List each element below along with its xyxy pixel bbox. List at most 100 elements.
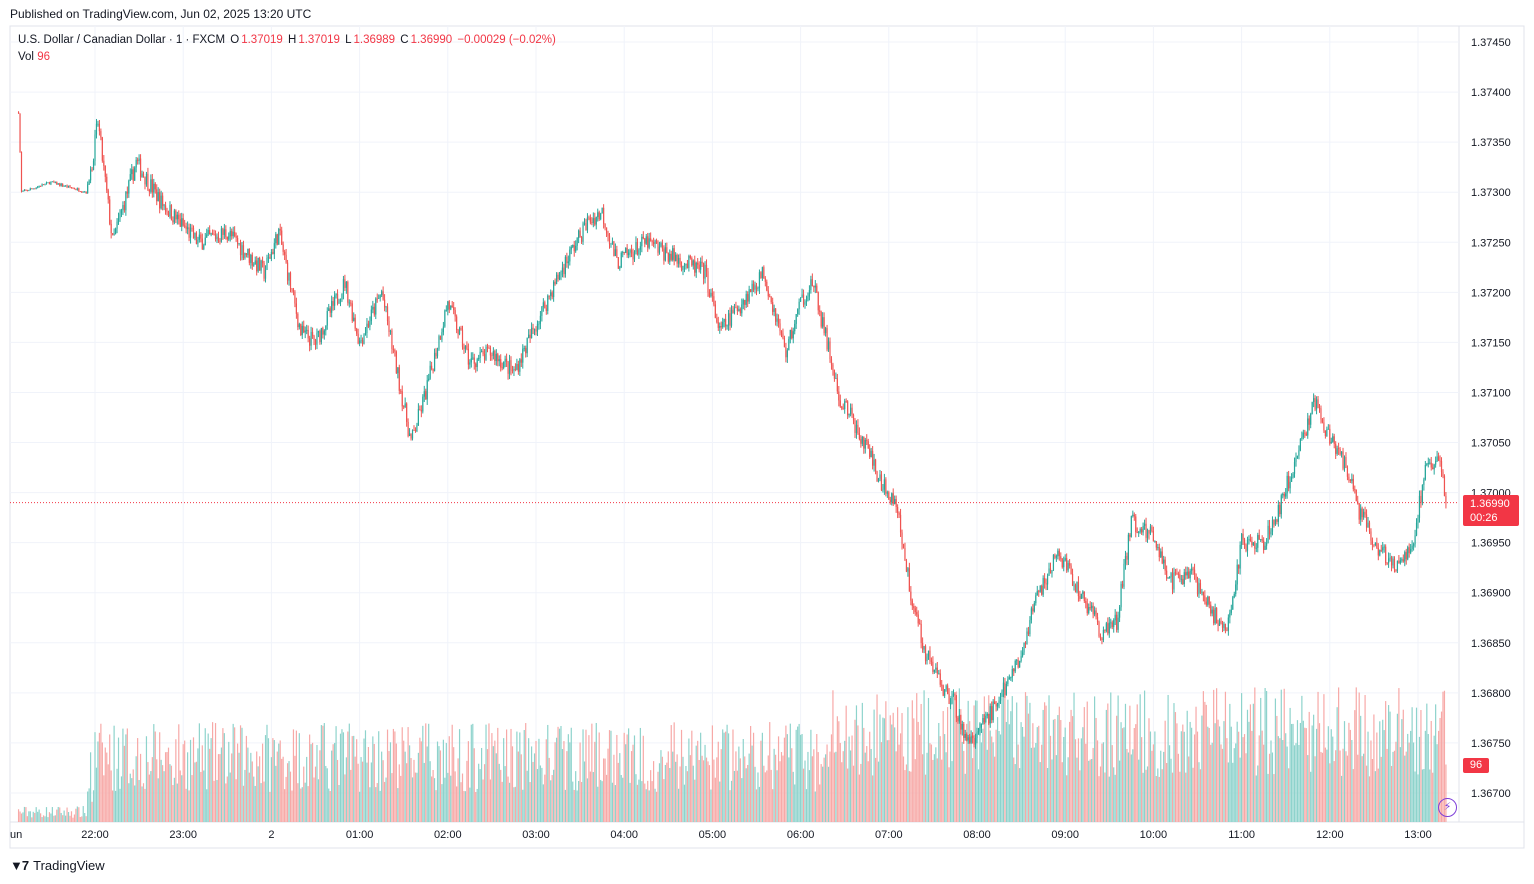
candles[interactable] — [17, 111, 1447, 749]
volume-bar — [989, 730, 991, 822]
volume-bar — [607, 748, 609, 822]
candle-body — [710, 292, 712, 297]
candle-body — [657, 243, 659, 253]
candle-body — [201, 238, 203, 250]
candle-body — [423, 391, 425, 397]
volume-bar — [344, 774, 346, 822]
candle-body — [398, 367, 400, 391]
volume-bar — [1340, 775, 1343, 822]
volume-bar — [51, 807, 53, 822]
volume-bar — [1199, 769, 1202, 822]
candle-body — [610, 243, 612, 245]
volume-bar — [1083, 707, 1085, 822]
volume-bar — [528, 738, 530, 822]
candle-body — [747, 294, 749, 302]
candle-body — [1427, 462, 1429, 465]
candle-body — [977, 731, 980, 733]
volume-bar — [994, 756, 996, 822]
volume-bar — [1138, 759, 1140, 822]
volume-bar — [1358, 692, 1360, 822]
volume-bar — [752, 732, 755, 822]
volume-bar — [526, 770, 528, 822]
tradingview-logo[interactable]: ▼7 TradingView — [10, 858, 105, 873]
candle-body — [751, 283, 753, 292]
volume-bar — [42, 815, 45, 822]
volume-bar — [104, 747, 106, 822]
volume-bar — [1211, 742, 1213, 822]
candle-body — [838, 391, 840, 401]
volume-bar — [1004, 687, 1006, 822]
volume-bar — [1130, 754, 1132, 822]
candle-body — [223, 229, 225, 235]
candle-body — [185, 226, 187, 230]
candle-body — [604, 223, 606, 228]
volume-bar — [613, 754, 615, 822]
candle-body — [1230, 609, 1232, 613]
volume-bar — [1273, 774, 1275, 822]
candle-body — [1163, 559, 1165, 564]
volume-bar — [860, 763, 862, 822]
candle-body — [1321, 419, 1324, 423]
candle-body — [1435, 460, 1437, 465]
volume-bar — [826, 744, 828, 822]
volume-bar — [388, 751, 390, 822]
candle-body — [122, 205, 124, 211]
volume-bar — [307, 786, 309, 822]
volume-bar — [600, 779, 602, 822]
candle-body — [591, 222, 593, 224]
candle-body — [742, 300, 744, 305]
lightning-icon[interactable]: ⚡ — [1438, 798, 1457, 817]
candle-body — [401, 391, 403, 407]
volume-bar — [411, 777, 414, 822]
volume-bar — [207, 733, 209, 822]
candle-body — [1404, 552, 1406, 562]
volume-bar — [383, 781, 386, 822]
volume-bar — [29, 811, 31, 822]
candle-body — [1195, 573, 1197, 582]
candle-body — [179, 219, 181, 227]
candle-body — [159, 192, 161, 209]
candle-body — [295, 303, 297, 314]
volume-bar — [561, 749, 564, 822]
candle-body — [1143, 523, 1146, 526]
candle-body — [1054, 554, 1056, 558]
volume-bar — [1027, 713, 1030, 822]
candle-body — [335, 293, 337, 296]
candle-body — [611, 241, 614, 244]
volume-bar — [1220, 744, 1222, 822]
volume-bar — [1141, 737, 1143, 822]
volume-bar — [482, 779, 484, 822]
volume-bar — [1321, 752, 1324, 822]
volume-bar — [986, 749, 988, 822]
candle-body — [1445, 495, 1447, 503]
volume-bar — [1374, 771, 1376, 822]
volume-bar — [1091, 759, 1093, 822]
candle-body — [847, 401, 849, 416]
volume-bar — [63, 810, 65, 822]
candle-body — [744, 300, 746, 305]
volume-bar — [877, 761, 880, 822]
volume-bar — [403, 740, 405, 822]
symbol-legend[interactable]: U.S. Dollar / Canadian Dollar · 1 · FXCM… — [18, 34, 558, 46]
tradingview-mark-icon: ▼7 — [10, 858, 29, 873]
candle-body — [236, 238, 239, 244]
candle-body — [572, 244, 574, 247]
volume-bar — [819, 784, 821, 822]
volume-bar — [513, 787, 515, 822]
volume-bar — [1098, 776, 1100, 822]
candle-body — [457, 330, 459, 335]
volume-bar — [1166, 762, 1168, 822]
candle-body — [677, 257, 680, 264]
volume-bar — [1411, 707, 1413, 822]
volume-bar — [182, 744, 184, 822]
volume-bar — [166, 752, 168, 822]
volume-bar — [220, 747, 223, 822]
candle-body — [467, 348, 469, 365]
volume-bar — [747, 764, 749, 822]
candle-body — [745, 294, 747, 305]
volume-legend[interactable]: Vol 96 — [18, 51, 50, 63]
candle-body — [1412, 544, 1415, 546]
candle-body — [772, 302, 774, 312]
volume-bar — [345, 757, 347, 822]
